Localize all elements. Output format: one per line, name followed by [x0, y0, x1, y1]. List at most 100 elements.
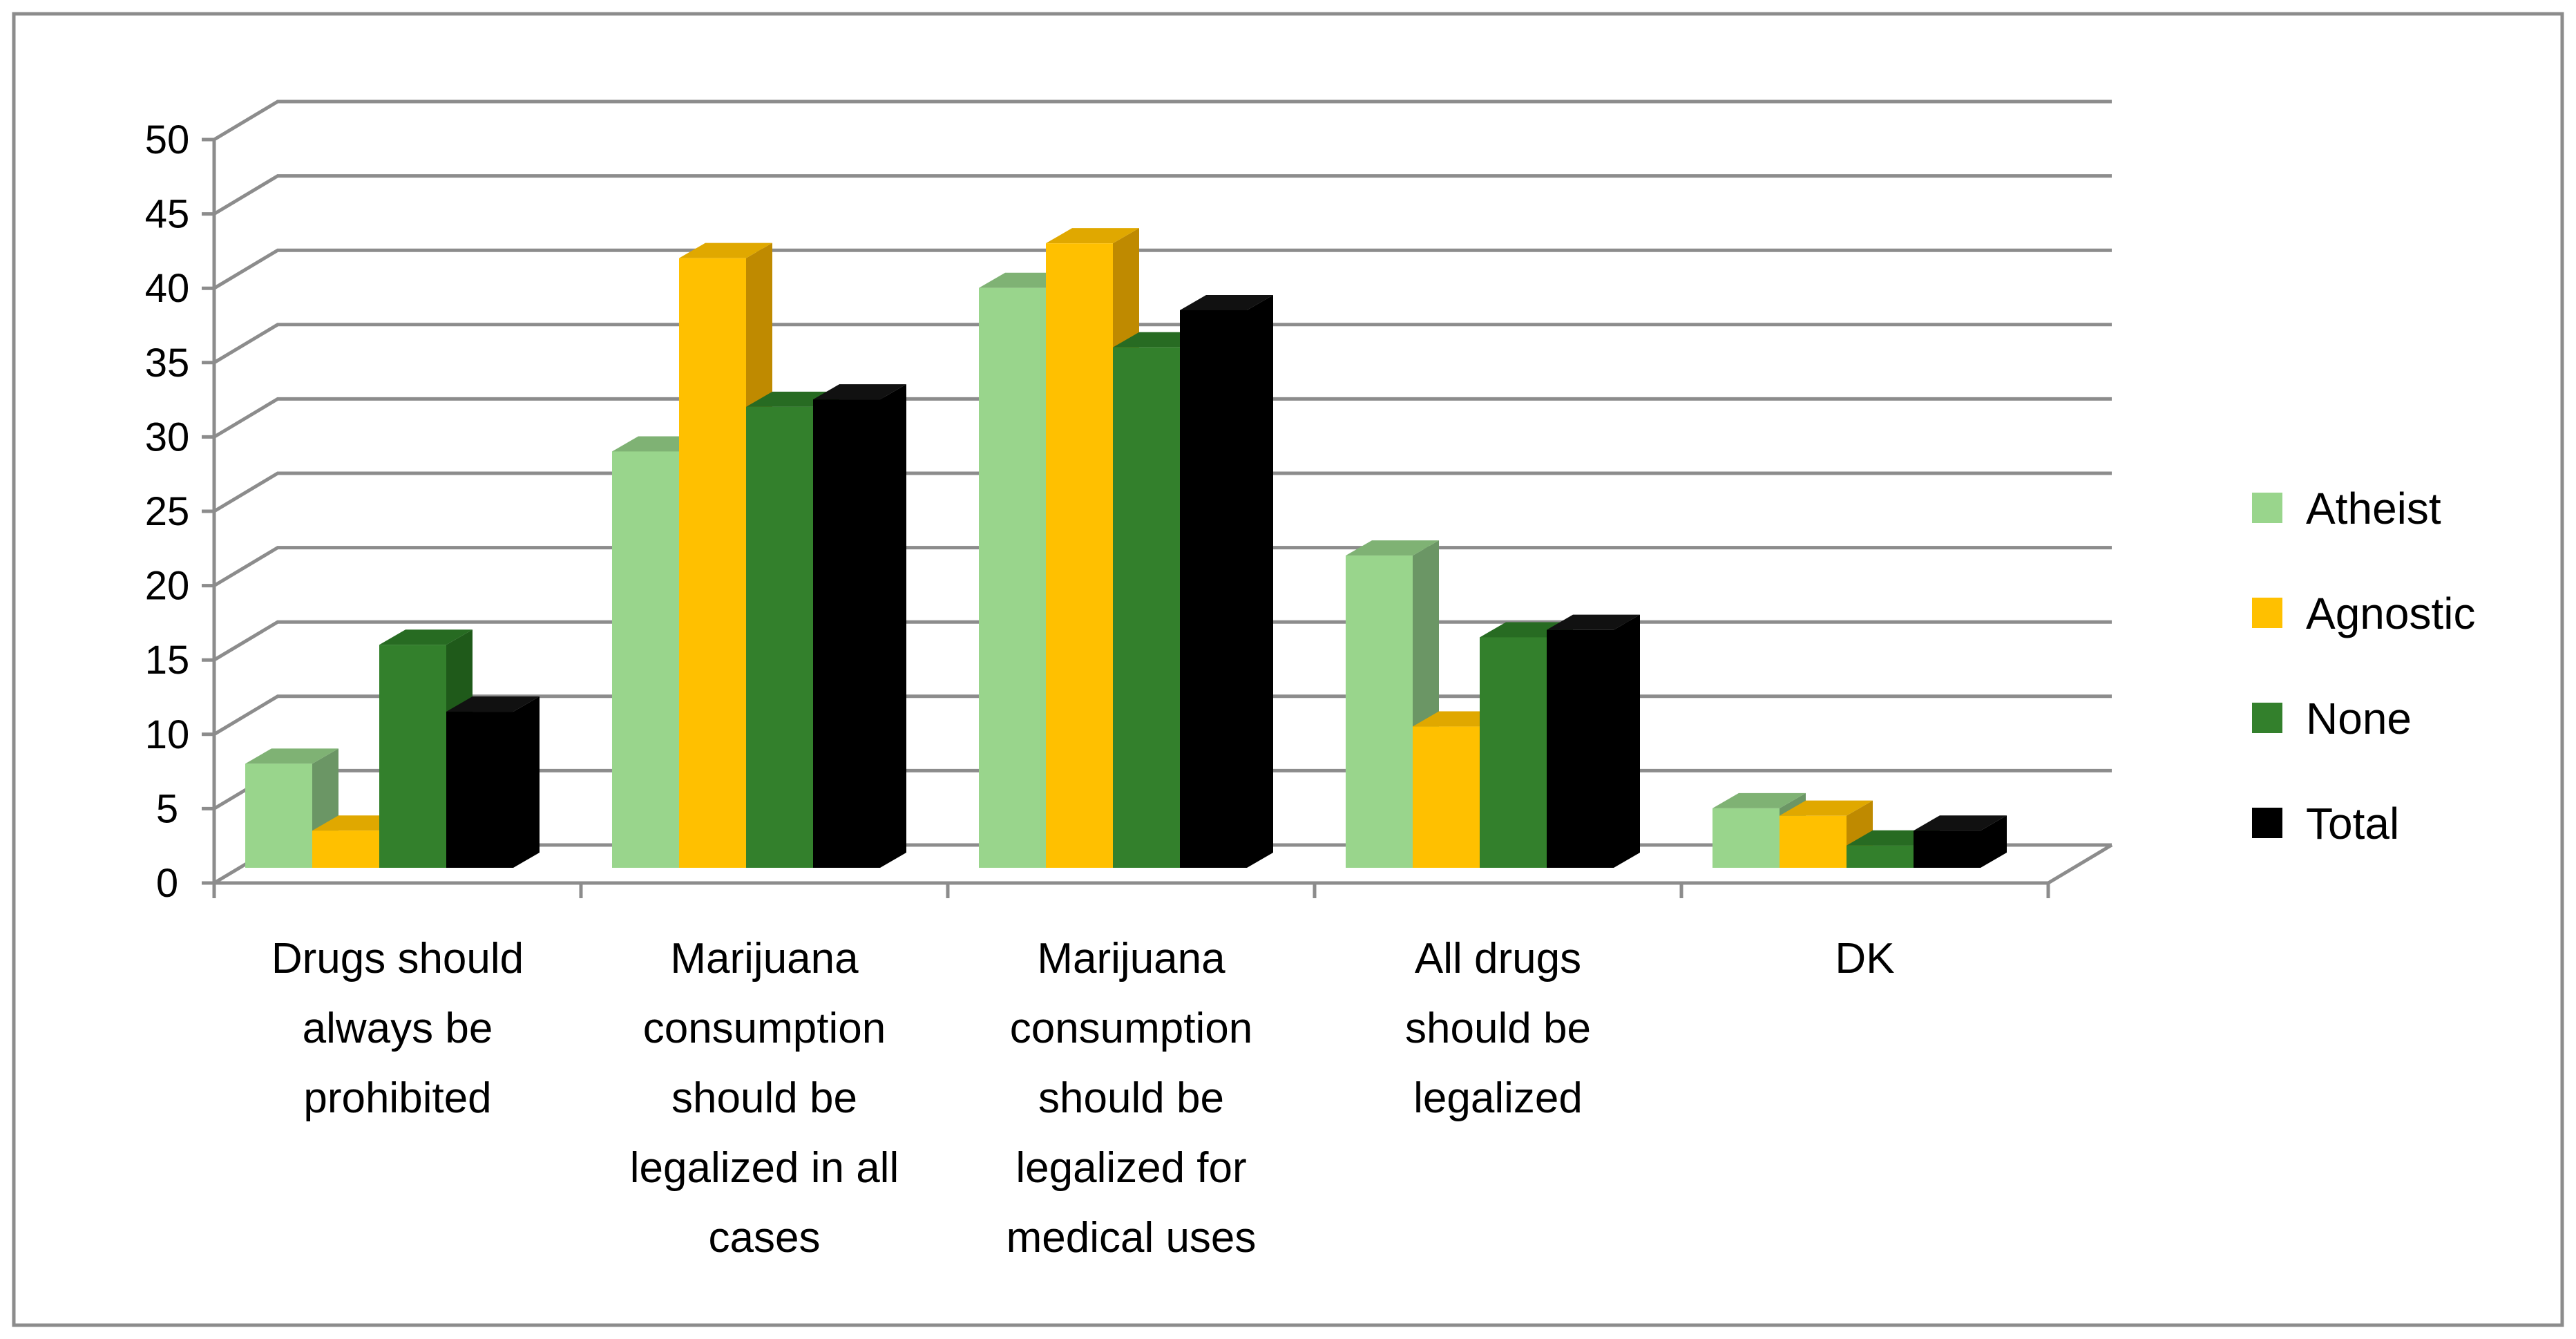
bar-front	[1914, 830, 1981, 868]
bar-front	[245, 763, 312, 868]
legend-item: Atheist	[2252, 484, 2441, 533]
category-label-line: Marijuana	[670, 935, 859, 982]
bar-top	[1547, 614, 1640, 630]
bar-front	[1413, 726, 1480, 868]
y-tick-label: 15	[145, 638, 190, 683]
y-tick-label: 5	[156, 786, 178, 831]
bar-front	[1847, 845, 1914, 868]
bar-front	[1346, 555, 1413, 868]
bar-front	[1046, 243, 1113, 868]
bar-side	[1614, 614, 1640, 868]
category-label-line: cases	[709, 1214, 821, 1262]
y-tick-label: 50	[145, 117, 190, 162]
category-label-line: Drugs should	[271, 935, 524, 982]
category-label: All drugs should be legalized	[1405, 935, 1591, 1122]
bar-front	[1180, 310, 1247, 868]
y-tick-label: 40	[145, 266, 190, 311]
legend: Atheist Agnostic None Total	[2252, 484, 2475, 848]
category-label-line: DK	[1835, 935, 1894, 982]
bar-top	[1914, 815, 2007, 831]
bar-side	[1981, 815, 2007, 868]
bar-side	[880, 384, 906, 868]
bar-front	[1780, 815, 1847, 868]
y-tick-label: 35	[145, 341, 190, 386]
legend-swatch	[2252, 493, 2282, 523]
bar-top	[813, 384, 906, 400]
bar-side	[1247, 295, 1273, 868]
bar-top	[1046, 228, 1139, 244]
bar	[446, 696, 540, 868]
category-label-line: should be	[1405, 1005, 1591, 1052]
bar	[1180, 295, 1273, 868]
category-label-line: prohibited	[303, 1074, 491, 1122]
bar-top	[679, 243, 772, 258]
category-label-line: should be	[1038, 1074, 1224, 1122]
category-label-line: Marijuana	[1037, 935, 1225, 982]
y-axis: 0 5 10 15 20 25 30 35 40 45 50	[145, 117, 216, 906]
bar-top	[379, 629, 473, 645]
y-tick-label: 25	[145, 489, 190, 534]
gridline	[213, 174, 2112, 216]
bar-top	[1346, 540, 1439, 556]
category-label-line: medical uses	[1006, 1214, 1257, 1262]
bar	[813, 384, 906, 868]
category-label-line: consumption	[643, 1005, 886, 1052]
category-label-line: All drugs	[1415, 935, 1581, 982]
bar-front	[679, 258, 746, 868]
y-tick-label: 10	[145, 712, 190, 757]
y-tick-label: 45	[145, 192, 190, 237]
bar-front	[1547, 629, 1614, 868]
gridline	[213, 471, 2112, 513]
legend-label: Atheist	[2306, 484, 2441, 533]
legend-item: None	[2252, 694, 2412, 743]
bar-top	[1780, 800, 1873, 816]
bar-front	[813, 399, 880, 868]
bar-top	[245, 748, 338, 764]
category-label-line: always be	[303, 1005, 493, 1052]
category-label: Marijuana consumption should be legalized i…	[630, 935, 899, 1262]
y-tick-label: 30	[145, 415, 190, 459]
legend-swatch	[2252, 703, 2282, 733]
bar-front	[746, 406, 813, 868]
bar	[1547, 614, 1640, 868]
bar-top	[1712, 792, 1806, 808]
legend-label: Total	[2306, 799, 2399, 848]
bar-front	[612, 451, 679, 868]
legend-item: Total	[2252, 799, 2399, 848]
bar-front	[1480, 637, 1547, 868]
gridline	[213, 248, 2112, 290]
legend-label: None	[2306, 694, 2412, 743]
bar	[1914, 815, 2007, 868]
legend-label: Agnostic	[2306, 589, 2475, 638]
category-labels: Drugs should always be prohibited Marijuana…	[271, 935, 1895, 1262]
y-tick-label: 0	[156, 861, 178, 906]
gridline	[213, 99, 2112, 142]
gridline	[213, 323, 2112, 364]
category-label-line: legalized	[1413, 1074, 1583, 1122]
bars	[245, 228, 2007, 868]
bar-top	[446, 696, 540, 712]
bar-front	[312, 830, 379, 868]
bar-front	[446, 712, 513, 868]
gridline	[213, 397, 2112, 439]
category-label-line: should be	[671, 1074, 857, 1122]
bar-front	[979, 287, 1046, 868]
x-axis	[212, 883, 2050, 898]
category-label: Drugs should always be prohibited	[271, 935, 524, 1122]
legend-swatch	[2252, 808, 2282, 838]
y-tick-label: 20	[145, 564, 190, 609]
gridline	[213, 620, 2112, 662]
category-label-line: consumption	[1010, 1005, 1253, 1052]
gridline	[213, 546, 2112, 587]
bar-front	[1113, 347, 1180, 868]
bar-side	[513, 696, 540, 868]
category-label-line: legalized in all	[630, 1144, 899, 1192]
category-label: Marijuana consumption should be legalized f…	[1006, 935, 1257, 1262]
category-label: DK	[1835, 935, 1894, 982]
legend-swatch	[2252, 598, 2282, 628]
category-label-line: legalized for	[1015, 1144, 1246, 1192]
bar-top	[1180, 295, 1273, 310]
legend-item: Agnostic	[2252, 589, 2475, 638]
